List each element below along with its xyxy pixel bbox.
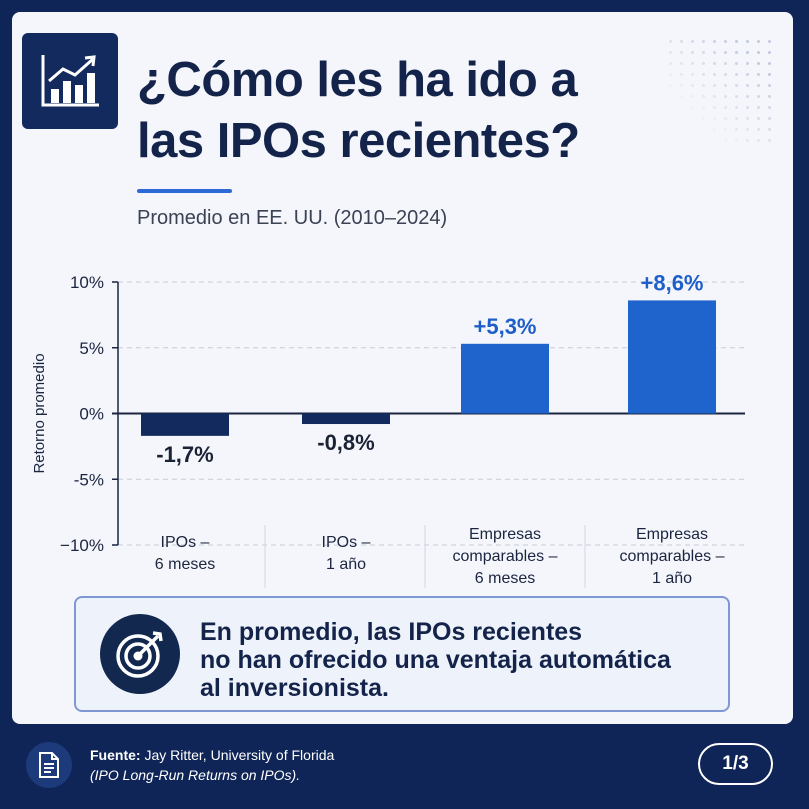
page-title: ¿Cómo les ha ido a las IPOs recientes? [137, 50, 757, 172]
data-label: +5,3% [474, 314, 537, 339]
y-tick-label: 10% [70, 273, 104, 292]
data-label: +8,6% [641, 270, 704, 295]
infographic-card: ¿Cómo les ha ido a las IPOs recientes? P… [12, 12, 793, 724]
x-tick-label: Empresas [469, 526, 541, 543]
source-publication: (IPO Long-Run Returns on IPOs). [90, 767, 301, 783]
y-tick-label: −10% [60, 536, 104, 555]
callout-text: En promedio, las IPOs recientes no han o… [200, 618, 720, 702]
title-line-1: ¿Cómo les ha ido a [137, 53, 578, 107]
bar [302, 413, 390, 425]
decorative-dots [665, 36, 775, 146]
bar [141, 413, 229, 436]
source-text: Jay Ritter, University of Florida [144, 747, 335, 763]
y-tick-label: 5% [79, 339, 104, 358]
takeaway-callout: En promedio, las IPOs recientes no han o… [74, 596, 730, 712]
y-axis-label: Retorno promedio [31, 353, 48, 473]
page-indicator[interactable]: 1/3 [698, 743, 773, 785]
x-tick-label: comparables – [453, 548, 558, 565]
x-tick-label: 6 meses [155, 556, 215, 573]
title-accent-line [137, 189, 232, 193]
data-label: -0,8% [317, 430, 374, 455]
callout-line-1: En promedio, las IPOs recientes [200, 618, 583, 646]
x-tick-label: 6 meses [475, 570, 535, 587]
bar [461, 343, 549, 414]
data-label: -1,7% [156, 442, 213, 467]
subtitle: Promedio en EE. UU. (2010–2024) [137, 207, 448, 229]
bar-chart: 10% 5% 0% -5% −10% Retorno promedio -1,7% -0,8%… [31, 270, 745, 588]
y-tick-label: 0% [79, 405, 104, 424]
title-line-2: las IPOs recientes? [137, 114, 580, 168]
growth-chart-icon [22, 33, 118, 129]
callout-line-2: no han ofrecido una ventaja automática [200, 646, 671, 674]
source-citation: Fuente: Jay Ritter, University of Florid… [90, 745, 540, 785]
source-label: Fuente: [90, 747, 141, 763]
x-tick-label: comparables – [620, 548, 725, 565]
x-tick-label: 1 año [326, 556, 366, 573]
x-tick-label: IPOs – [322, 534, 371, 551]
target-icon [100, 614, 180, 694]
bar [628, 300, 716, 414]
y-tick-label: -5% [74, 470, 104, 489]
x-tick-label: IPOs – [161, 534, 210, 551]
x-tick-label: Empresas [636, 526, 708, 543]
callout-line-3: al inversionista. [200, 674, 389, 702]
x-tick-label: 1 año [652, 570, 692, 587]
document-icon [26, 742, 72, 788]
